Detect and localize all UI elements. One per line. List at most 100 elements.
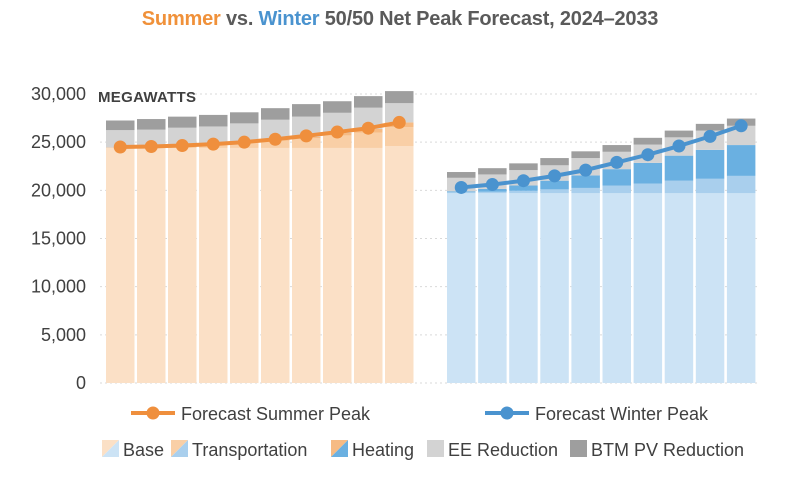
winter-peak-point-2030 [641, 148, 655, 162]
summer-peak-point-2025 [144, 140, 158, 154]
y-tick-label-30000: 30,000 [31, 84, 86, 104]
winter-bar-2030-base [633, 193, 663, 383]
winter-bar-2029-transportation [602, 185, 631, 194]
summer-bar-2032-transportation [354, 132, 383, 148]
legend-heating: Heating [331, 440, 414, 460]
title-rest: 50/50 Net Peak Forecast, 2024–2033 [319, 8, 659, 30]
legend-ee-swatch-box [427, 440, 444, 457]
summer-bar-2030-ee-reduction [292, 116, 321, 137]
winter-bar-2031-btm-pv-reduction [664, 130, 694, 138]
winter-bar-2030-transportation [633, 183, 663, 194]
bar-stacks [106, 91, 756, 383]
winter-peak-line [461, 123, 742, 190]
y-tick-label-5000: 5,000 [41, 325, 86, 345]
winter-bar-2032-base [695, 193, 725, 383]
legend-base-swatch [102, 440, 119, 457]
summer-bar-2030-base [292, 147, 321, 383]
winter-bar-2027-btm-pv-reduction [540, 158, 569, 166]
sw-base-winter-half [102, 440, 119, 457]
legend-heating-swatch [331, 440, 348, 457]
summer-bar-2030-transportation [292, 138, 321, 148]
winter-bar-2029-base [602, 193, 631, 383]
summer-bar-2032-base [354, 147, 383, 383]
summer-peak-point-2026 [175, 139, 189, 153]
winter-peak-point-2027 [548, 169, 562, 183]
winter-bar-2026-transportation [509, 190, 538, 194]
legend-transportation-swatch [171, 440, 188, 457]
legend-summer-peak: Forecast Summer Peak [131, 404, 371, 424]
winter-bar-2030-heating [633, 162, 663, 184]
summer-peak-point-2032 [361, 121, 375, 135]
winter-bar-2025-base [478, 193, 507, 383]
winter-bar-2033-heating [726, 145, 756, 176]
sw-transport-winter-half [171, 440, 188, 457]
winter-bar-2028-base [571, 193, 600, 383]
legend-base: Base [102, 440, 164, 460]
legend-transportation-label: Transportation [192, 440, 307, 460]
legend-btm-pv-reduction: BTM PV Reduction [570, 440, 744, 460]
winter-bar-2033-base [726, 193, 756, 383]
y-tick-label-20000: 20,000 [31, 180, 86, 200]
summer-bar-2027-btm-pv-reduction [199, 114, 228, 127]
legend-ee-reduction: EE Reduction [427, 440, 558, 460]
legend-btm-pv-reduction-label: BTM PV Reduction [591, 440, 744, 460]
legend-transportation: Transportation [171, 440, 307, 460]
summer-peak-point-2033 [392, 115, 406, 129]
summer-bars [106, 91, 414, 383]
winter-bar-2025-transportation [478, 191, 507, 194]
summer-peak-point-2027 [206, 137, 220, 151]
legend-btm-swatch-box [570, 440, 587, 457]
summer-bar-2026-btm-pv-reduction [168, 116, 197, 128]
summer-bar-2026-ee-reduction [168, 127, 197, 147]
winter-bar-2026-heating [509, 185, 538, 191]
y-axis-unit-label: MEGAWATTS [98, 89, 196, 106]
winter-bar-2031-heating [664, 155, 694, 181]
winter-bar-2033-ee-reduction [726, 125, 756, 146]
summer-bar-2029-base [261, 147, 290, 383]
winter-peak-point-2028 [579, 163, 593, 177]
summer-peak-point-2028 [237, 135, 251, 149]
winter-bar-2032-transportation [695, 178, 725, 194]
summer-peak-line [120, 120, 400, 149]
y-tick-label-25000: 25,000 [31, 132, 86, 152]
y-tick-label-10000: 10,000 [31, 277, 86, 297]
summer-bar-2028-ee-reduction [230, 123, 259, 143]
summer-bar-2025-ee-reduction [137, 129, 166, 147]
winter-bar-2032-heating [695, 149, 725, 179]
summer-bar-2024-base [106, 147, 135, 383]
y-axis: MEGAWATTS 0 5,000 10,000 15,000 20,000 25,000… [31, 84, 196, 393]
summer-bar-2033-btm-pv-reduction [385, 91, 414, 104]
winter-bar-2027-heating [540, 180, 569, 190]
summer-bar-2030-btm-pv-reduction [292, 104, 321, 117]
legend: Forecast Summer Peak Forecast Winter Pea… [102, 404, 744, 460]
legend-btm-swatch [570, 440, 587, 457]
summer-peak-point-2024 [113, 140, 127, 154]
summer-peak-point-2031 [330, 125, 344, 139]
winter-bar-2027-transportation [540, 189, 569, 194]
winter-bar-2026-btm-pv-reduction [509, 163, 538, 171]
chart-title: Summer vs. Winter 50/50 Net Peak Forecas… [0, 8, 800, 31]
winter-peak-point-2033 [734, 119, 748, 133]
legend-ee-swatch [427, 440, 444, 457]
winter-bar-2032-btm-pv-reduction [695, 123, 725, 131]
summer-bar-2028-base [230, 147, 259, 383]
title-winter-word: Winter [258, 8, 320, 30]
y-tick-label-15000: 15,000 [31, 229, 86, 249]
summer-bar-2025-base [137, 147, 166, 383]
peak-lines [113, 115, 748, 194]
legend-winter-peak: Forecast Winter Peak [485, 404, 709, 424]
summer-bar-2032-btm-pv-reduction [354, 96, 383, 108]
summer-bar-2029-btm-pv-reduction [261, 108, 290, 120]
winter-bar-2028-btm-pv-reduction [571, 151, 600, 159]
winter-bars [447, 118, 756, 383]
summer-peak-point-2029 [268, 132, 282, 146]
legend-base-label: Base [123, 440, 164, 460]
winter-bar-2027-base [540, 193, 569, 383]
title-summer-word: Summer [141, 8, 221, 30]
summer-bar-2033-ee-reduction [385, 103, 414, 123]
title-vs: vs. [220, 8, 259, 30]
sw-heating-winter-half [331, 440, 348, 457]
legend-heating-label: Heating [352, 440, 414, 460]
